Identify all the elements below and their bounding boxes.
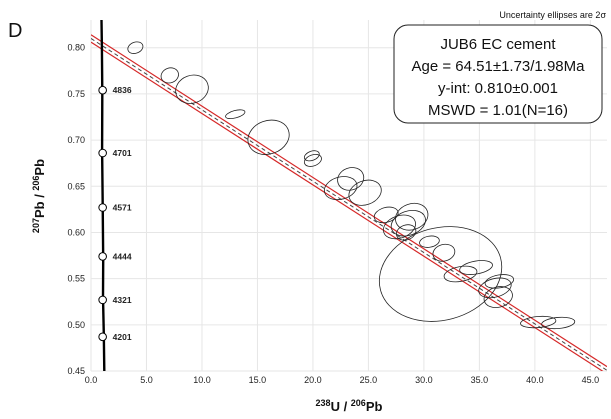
data-ellipse <box>225 109 246 120</box>
data-ellipse <box>541 316 576 330</box>
concordia-age-marker <box>98 295 107 305</box>
concordia-age-markers: 4836 4701 4571 4444 4321 4201 <box>98 85 132 342</box>
x-axis-label-main2: Pb <box>366 399 383 414</box>
stats-box: JUB6 EC cement Age = 64.51±1.73/1.98Ma y… <box>393 24 603 124</box>
data-ellipse <box>484 274 515 289</box>
y-tick-label: 0.55 <box>67 274 85 284</box>
regression-line <box>91 38 607 371</box>
data-ellipse <box>175 74 209 104</box>
concordia-age-marker <box>98 148 107 158</box>
concordia-age-marker <box>98 203 107 212</box>
x-tick-label: 30.0 <box>415 375 433 385</box>
x-tick-labels: 0.0 5.0 10.0 15.0 20.0 25.0 30.0 35.0 40.0 45.0 <box>85 375 599 385</box>
stats-mswd: MSWD = 1.01(N=16) <box>428 102 568 119</box>
data-ellipse <box>395 202 429 231</box>
data-ellipse <box>390 209 426 237</box>
data-ellipses <box>127 41 576 330</box>
y-tick-label: 0.50 <box>67 320 85 330</box>
data-ellipse <box>520 315 557 329</box>
y-tick-label: 0.65 <box>67 181 85 191</box>
concordia-curve <box>100 20 106 371</box>
data-ellipse <box>247 119 290 155</box>
y-axis-label-main2: Pb <box>32 159 47 176</box>
stats-box-frame <box>393 24 603 124</box>
concordia-age-label: 4701 <box>113 148 132 158</box>
data-ellipse <box>432 243 456 262</box>
concordia-age-label: 4571 <box>113 203 132 213</box>
data-ellipse <box>337 167 365 191</box>
data-ellipse <box>459 260 493 275</box>
concordia-age-marker <box>98 252 107 261</box>
concordia-age-marker <box>98 85 107 95</box>
x-tick-label: 15.0 <box>249 375 267 385</box>
concordia-age-label: 4836 <box>113 85 132 95</box>
x-tick-label: 35.0 <box>471 375 489 385</box>
y-axis-label-sup1: 207 <box>31 218 41 233</box>
y-axis-label-main1: Pb / <box>32 191 47 218</box>
y-axis-label: 207Pb / 206Pb <box>31 159 47 233</box>
data-ellipse <box>303 153 322 167</box>
data-ellipse <box>303 150 320 162</box>
x-tick-label: 0.0 <box>85 375 98 385</box>
stats-age: Age = 64.51±1.73/1.98Ma <box>412 58 586 75</box>
y-tick-label: 0.75 <box>67 89 85 99</box>
y-tick-label: 0.80 <box>67 43 85 53</box>
data-ellipse <box>127 41 144 54</box>
stats-yint: y-int: 0.810±0.001 <box>438 80 558 97</box>
top-note: Uncertainty ellipses are 2σ <box>499 10 606 20</box>
y-tick-label: 0.70 <box>67 135 85 145</box>
data-ellipse <box>348 179 382 206</box>
y-tick-labels: 0.45 0.50 0.55 0.60 0.65 0.70 0.75 0.80 <box>67 43 85 376</box>
data-ellipse <box>382 214 416 240</box>
x-axis-label-sup1: 238 <box>316 398 331 408</box>
panel-label: D <box>8 20 22 42</box>
x-axis-label-main1: U / <box>331 399 351 414</box>
regression-lower-bound <box>91 41 604 371</box>
stats-title: JUB6 EC cement <box>440 36 556 53</box>
data-ellipse <box>419 235 440 248</box>
x-tick-label: 5.0 <box>140 375 153 385</box>
x-tick-label: 40.0 <box>526 375 544 385</box>
concordia-age-marker <box>98 332 107 342</box>
data-ellipse <box>160 67 179 84</box>
data-ellipse <box>443 265 478 283</box>
x-tick-label: 10.0 <box>193 375 211 385</box>
x-tick-label: 25.0 <box>360 375 378 385</box>
x-axis-label: 238U / 206Pb <box>316 398 383 414</box>
data-ellipse <box>483 286 513 309</box>
data-ellipse <box>378 226 503 322</box>
regression-upper-bound <box>91 34 607 368</box>
data-ellipse <box>396 224 417 241</box>
y-tick-label: 0.45 <box>67 366 85 376</box>
y-tick-label: 0.60 <box>67 227 85 237</box>
x-tick-label: 45.0 <box>582 375 600 385</box>
x-tick-label: 20.0 <box>304 375 322 385</box>
concordia-age-label: 4201 <box>113 332 132 342</box>
concordia-age-label: 4321 <box>113 295 132 305</box>
x-axis-label-sup2: 206 <box>351 398 366 408</box>
y-axis-label-sup2: 206 <box>31 176 41 191</box>
concordia-age-label: 4444 <box>113 251 132 261</box>
regression-lines <box>91 34 607 371</box>
